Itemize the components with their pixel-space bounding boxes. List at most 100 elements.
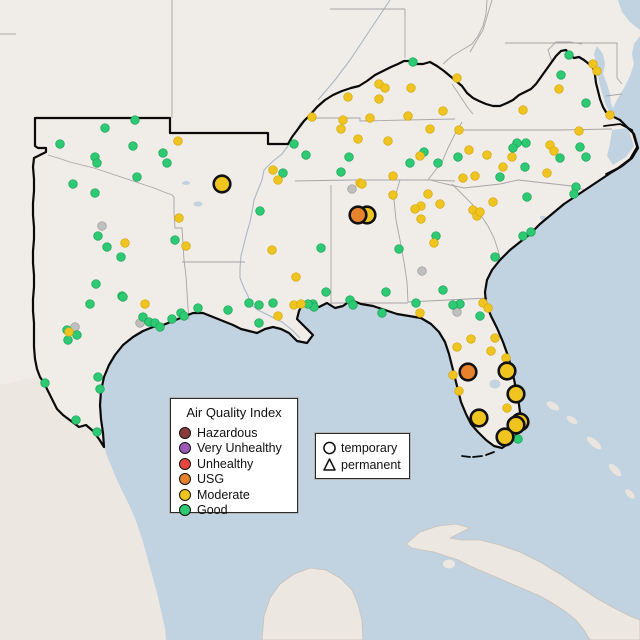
station-dot[interactable] xyxy=(564,50,574,60)
station-dot[interactable] xyxy=(581,152,591,162)
station-dot[interactable] xyxy=(416,214,426,224)
station-dot[interactable] xyxy=(423,189,433,199)
station-dot[interactable] xyxy=(464,145,474,155)
station-dot[interactable] xyxy=(91,279,101,289)
station-dot[interactable] xyxy=(417,266,427,276)
station-dot[interactable] xyxy=(289,139,299,149)
station-dot[interactable] xyxy=(497,361,517,381)
station-dot[interactable] xyxy=(273,175,283,185)
station-dot[interactable] xyxy=(470,171,480,181)
station-dot[interactable] xyxy=(130,115,140,125)
station-dot[interactable] xyxy=(348,300,358,310)
station-dot[interactable] xyxy=(40,378,50,388)
station-dot[interactable] xyxy=(95,384,105,394)
station-dot[interactable] xyxy=(453,152,463,162)
station-dot[interactable] xyxy=(438,106,448,116)
station-dot[interactable] xyxy=(406,83,416,93)
station-dot[interactable] xyxy=(380,83,390,93)
station-dot[interactable] xyxy=(353,134,363,144)
station-dot[interactable] xyxy=(92,158,102,168)
station-dot[interactable] xyxy=(158,148,168,158)
station-dot[interactable] xyxy=(365,113,375,123)
station-dot[interactable] xyxy=(267,245,277,255)
station-dot[interactable] xyxy=(410,204,420,214)
station-dot[interactable] xyxy=(435,199,445,209)
station-dot[interactable] xyxy=(343,92,353,102)
station-dot[interactable] xyxy=(521,138,531,148)
station-dot[interactable] xyxy=(162,158,172,168)
station-dot[interactable] xyxy=(155,322,165,332)
station-dot[interactable] xyxy=(254,300,264,310)
station-dot[interactable] xyxy=(321,287,331,297)
station-dot[interactable] xyxy=(466,334,476,344)
station-dot[interactable] xyxy=(128,141,138,151)
station-dot[interactable] xyxy=(291,272,301,282)
station-dot[interactable] xyxy=(501,353,511,363)
station-dot[interactable] xyxy=(429,238,439,248)
station-dot[interactable] xyxy=(605,110,615,120)
station-dot[interactable] xyxy=(140,299,150,309)
station-dot[interactable] xyxy=(316,243,326,253)
station-dot[interactable] xyxy=(118,292,128,302)
station-dot[interactable] xyxy=(490,252,500,262)
station-dot[interactable] xyxy=(212,174,232,194)
station-dot[interactable] xyxy=(454,386,464,396)
station-dot[interactable] xyxy=(475,311,485,321)
station-dot[interactable] xyxy=(383,136,393,146)
station-dot[interactable] xyxy=(173,136,183,146)
station-dot[interactable] xyxy=(495,427,515,447)
station-dot[interactable] xyxy=(116,252,126,262)
station-dot[interactable] xyxy=(255,206,265,216)
station-dot[interactable] xyxy=(403,111,413,121)
station-dot[interactable] xyxy=(433,158,443,168)
station-dot[interactable] xyxy=(174,213,184,223)
station-dot[interactable] xyxy=(138,312,148,322)
station-dot[interactable] xyxy=(513,434,523,444)
station-dot[interactable] xyxy=(374,94,384,104)
station-dot[interactable] xyxy=(458,173,468,183)
station-dot[interactable] xyxy=(55,139,65,149)
station-dot[interactable] xyxy=(336,167,346,177)
station-dot[interactable] xyxy=(495,172,505,182)
station-dot[interactable] xyxy=(490,333,500,343)
station-dot[interactable] xyxy=(93,231,103,241)
station-dot[interactable] xyxy=(507,152,517,162)
station-dot[interactable] xyxy=(181,241,191,251)
station-dot[interactable] xyxy=(307,112,317,122)
station-dot[interactable] xyxy=(244,298,254,308)
station-dot[interactable] xyxy=(502,403,512,413)
station-dot[interactable] xyxy=(415,151,425,161)
station-dot[interactable] xyxy=(100,123,110,133)
station-dot[interactable] xyxy=(475,207,485,217)
station-dot[interactable] xyxy=(554,84,564,94)
station-dot[interactable] xyxy=(448,370,458,380)
station-dot[interactable] xyxy=(90,188,100,198)
station-dot[interactable] xyxy=(549,146,559,156)
station-dot[interactable] xyxy=(170,235,180,245)
station-dot[interactable] xyxy=(223,305,233,315)
station-dot[interactable] xyxy=(254,318,264,328)
station-dot[interactable] xyxy=(120,238,130,248)
station-dot[interactable] xyxy=(518,231,528,241)
station-dot[interactable] xyxy=(518,105,528,115)
station-dot[interactable] xyxy=(522,192,532,202)
station-dot[interactable] xyxy=(278,168,288,178)
station-dot[interactable] xyxy=(408,57,418,67)
station-dot[interactable] xyxy=(388,171,398,181)
station-dot[interactable] xyxy=(452,73,462,83)
station-dot[interactable] xyxy=(425,124,435,134)
station-dot[interactable] xyxy=(569,189,579,199)
station-dot[interactable] xyxy=(452,307,462,317)
station-dot[interactable] xyxy=(357,179,367,189)
station-dot[interactable] xyxy=(482,150,492,160)
station-dot[interactable] xyxy=(268,165,278,175)
station-dot[interactable] xyxy=(68,179,78,189)
station-dot[interactable] xyxy=(102,242,112,252)
station-dot[interactable] xyxy=(92,427,102,437)
station-dot[interactable] xyxy=(452,342,462,352)
station-dot[interactable] xyxy=(581,98,591,108)
station-dot[interactable] xyxy=(71,415,81,425)
station-dot[interactable] xyxy=(438,285,448,295)
station-dot[interactable] xyxy=(167,314,177,324)
